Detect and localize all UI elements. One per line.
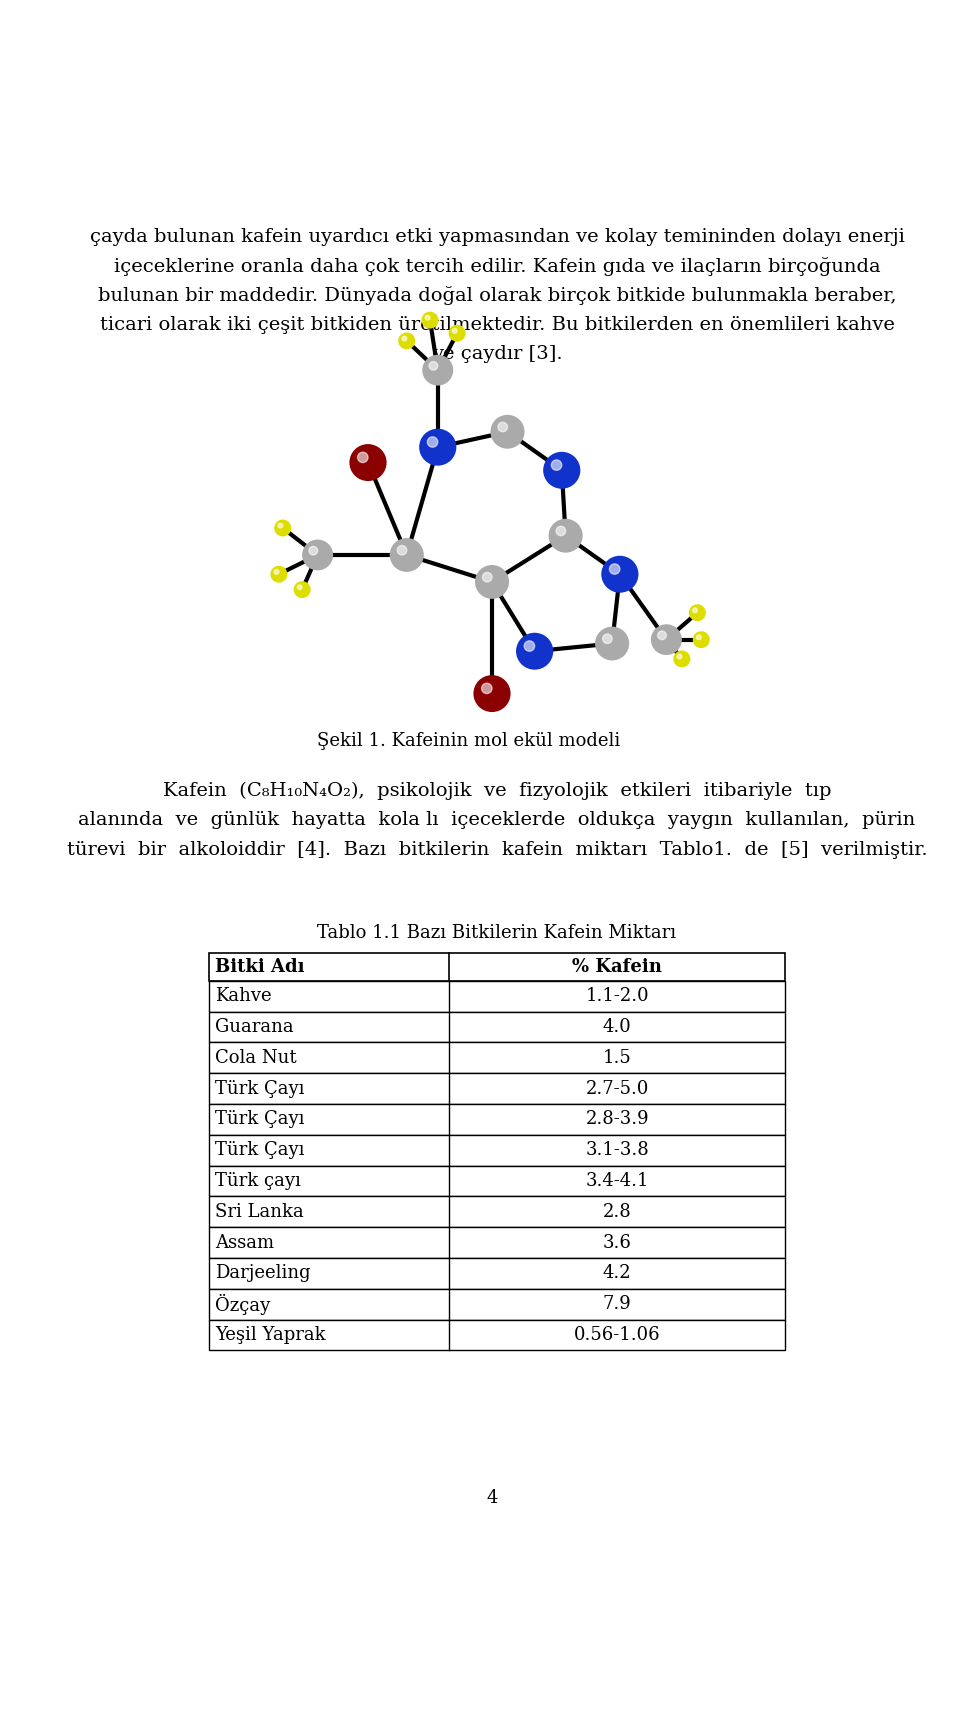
Text: Cola Nut: Cola Nut <box>215 1048 297 1067</box>
Text: Türk Çayı: Türk Çayı <box>215 1110 305 1129</box>
Bar <box>209 1043 785 1074</box>
Circle shape <box>309 546 318 555</box>
Circle shape <box>543 452 581 488</box>
Text: 3.4-4.1: 3.4-4.1 <box>586 1172 649 1191</box>
Circle shape <box>482 684 492 694</box>
Circle shape <box>475 565 509 600</box>
Circle shape <box>692 608 697 613</box>
Text: alanında  ve  günlük  hayatta  kola lı  içeceklerde  oldukça  yaygın  kullanılan: alanında ve günlük hayatta kola lı içece… <box>79 811 916 830</box>
Circle shape <box>595 627 629 660</box>
Circle shape <box>673 651 690 667</box>
Circle shape <box>357 452 368 462</box>
Circle shape <box>294 581 311 598</box>
Circle shape <box>651 624 682 655</box>
Circle shape <box>275 519 291 536</box>
Text: Kafein  (C₈H₁₀N₄O₂),  psikolojik  ve  fizyolojik  etkileri  itibariyle  tıp: Kafein (C₈H₁₀N₄O₂), psikolojik ve fizyol… <box>163 782 831 801</box>
Text: içeceklerine oranla daha çok tercih edilir. Kafein gıda ve ilaçların birçoğunda: içeceklerine oranla daha çok tercih edil… <box>113 258 880 277</box>
Text: Kahve: Kahve <box>215 988 272 1005</box>
Circle shape <box>302 539 333 570</box>
Text: 2.8: 2.8 <box>603 1203 632 1221</box>
Circle shape <box>677 655 682 660</box>
Circle shape <box>349 443 387 481</box>
Text: 3.1-3.8: 3.1-3.8 <box>586 1141 649 1160</box>
Text: Guarana: Guarana <box>215 1019 294 1036</box>
Circle shape <box>429 361 438 369</box>
Text: Bitki Adı: Bitki Adı <box>215 959 305 976</box>
Bar <box>209 1319 785 1350</box>
Circle shape <box>658 631 666 639</box>
Circle shape <box>610 564 620 574</box>
Circle shape <box>278 524 283 527</box>
Circle shape <box>420 430 456 466</box>
Text: çayda bulunan kafein uyardıcı etki yapmasından ve kolay temininden dolayı enerji: çayda bulunan kafein uyardıcı etki yapma… <box>89 228 904 246</box>
Text: Yeşil Yaprak: Yeşil Yaprak <box>215 1326 326 1343</box>
Bar <box>209 1105 785 1136</box>
Text: ticari olarak iki çeşit bitkiden üretilmektedir. Bu bitkilerden en önemlileri ka: ticari olarak iki çeşit bitkiden üretilm… <box>100 316 895 333</box>
Circle shape <box>551 460 562 471</box>
Circle shape <box>491 414 524 448</box>
Text: Özçay: Özçay <box>215 1294 271 1314</box>
Circle shape <box>271 565 287 582</box>
Text: Darjeeling: Darjeeling <box>215 1264 311 1282</box>
Text: 7.9: 7.9 <box>603 1295 632 1313</box>
Text: türevi  bir  alkoloiddir  [4].  Bazı  bitkilerin  kafein  miktarı  Tablo1.  de  : türevi bir alkoloiddir [4]. Bazı bitkile… <box>67 840 927 859</box>
Circle shape <box>483 572 492 582</box>
Circle shape <box>425 316 430 320</box>
Circle shape <box>298 584 302 589</box>
Circle shape <box>452 328 457 333</box>
Circle shape <box>473 675 511 711</box>
Bar <box>209 1258 785 1288</box>
Circle shape <box>601 555 638 593</box>
Circle shape <box>398 333 416 349</box>
Circle shape <box>422 356 453 385</box>
Text: Şekil 1. Kafeinin mol ekül modeli: Şekil 1. Kafeinin mol ekül modeli <box>317 732 620 751</box>
Circle shape <box>421 311 439 328</box>
Text: 2.8-3.9: 2.8-3.9 <box>586 1110 649 1129</box>
Circle shape <box>397 546 407 555</box>
Circle shape <box>524 641 535 651</box>
Bar <box>209 1012 785 1043</box>
Text: 0.56-1.06: 0.56-1.06 <box>574 1326 660 1343</box>
Circle shape <box>516 632 553 670</box>
Circle shape <box>556 526 565 536</box>
Bar <box>209 1288 785 1319</box>
Bar <box>209 1136 785 1165</box>
Circle shape <box>548 519 583 553</box>
Text: Sri Lanka: Sri Lanka <box>215 1203 304 1221</box>
Text: bulunan bir maddedir. Dünyada doğal olarak birçok bitkide bulunmakla beraber,: bulunan bir maddedir. Dünyada doğal olar… <box>98 287 897 306</box>
Text: 3.6: 3.6 <box>603 1234 632 1252</box>
Text: Türk çayı: Türk çayı <box>215 1172 301 1191</box>
Circle shape <box>696 636 701 639</box>
Circle shape <box>498 423 508 431</box>
Text: Türk Çayı: Türk Çayı <box>215 1141 305 1160</box>
Circle shape <box>402 337 407 340</box>
Circle shape <box>603 634 612 644</box>
Text: 4.2: 4.2 <box>603 1264 632 1282</box>
Circle shape <box>689 605 706 622</box>
Circle shape <box>448 325 466 342</box>
Circle shape <box>275 569 278 574</box>
Text: Tablo 1.1 Bazı Bitkilerin Kafein Miktarı: Tablo 1.1 Bazı Bitkilerin Kafein Miktarı <box>318 924 677 941</box>
Text: 4: 4 <box>487 1490 497 1507</box>
Circle shape <box>427 436 438 447</box>
Text: ve çaydır [3].: ve çaydır [3]. <box>432 345 563 362</box>
Circle shape <box>693 631 709 648</box>
Circle shape <box>390 538 423 572</box>
Bar <box>209 1227 785 1258</box>
Bar <box>209 1165 785 1196</box>
Bar <box>209 1074 785 1105</box>
Text: 2.7-5.0: 2.7-5.0 <box>586 1079 649 1098</box>
Text: Assam: Assam <box>215 1234 275 1252</box>
Bar <box>209 1196 785 1227</box>
Text: 4.0: 4.0 <box>603 1019 632 1036</box>
Bar <box>209 981 785 1012</box>
Text: % Kafein: % Kafein <box>572 959 662 976</box>
Bar <box>209 953 785 981</box>
Text: 1.1-2.0: 1.1-2.0 <box>586 988 649 1005</box>
Text: Türk Çayı: Türk Çayı <box>215 1079 305 1098</box>
Text: 1.5: 1.5 <box>603 1048 632 1067</box>
